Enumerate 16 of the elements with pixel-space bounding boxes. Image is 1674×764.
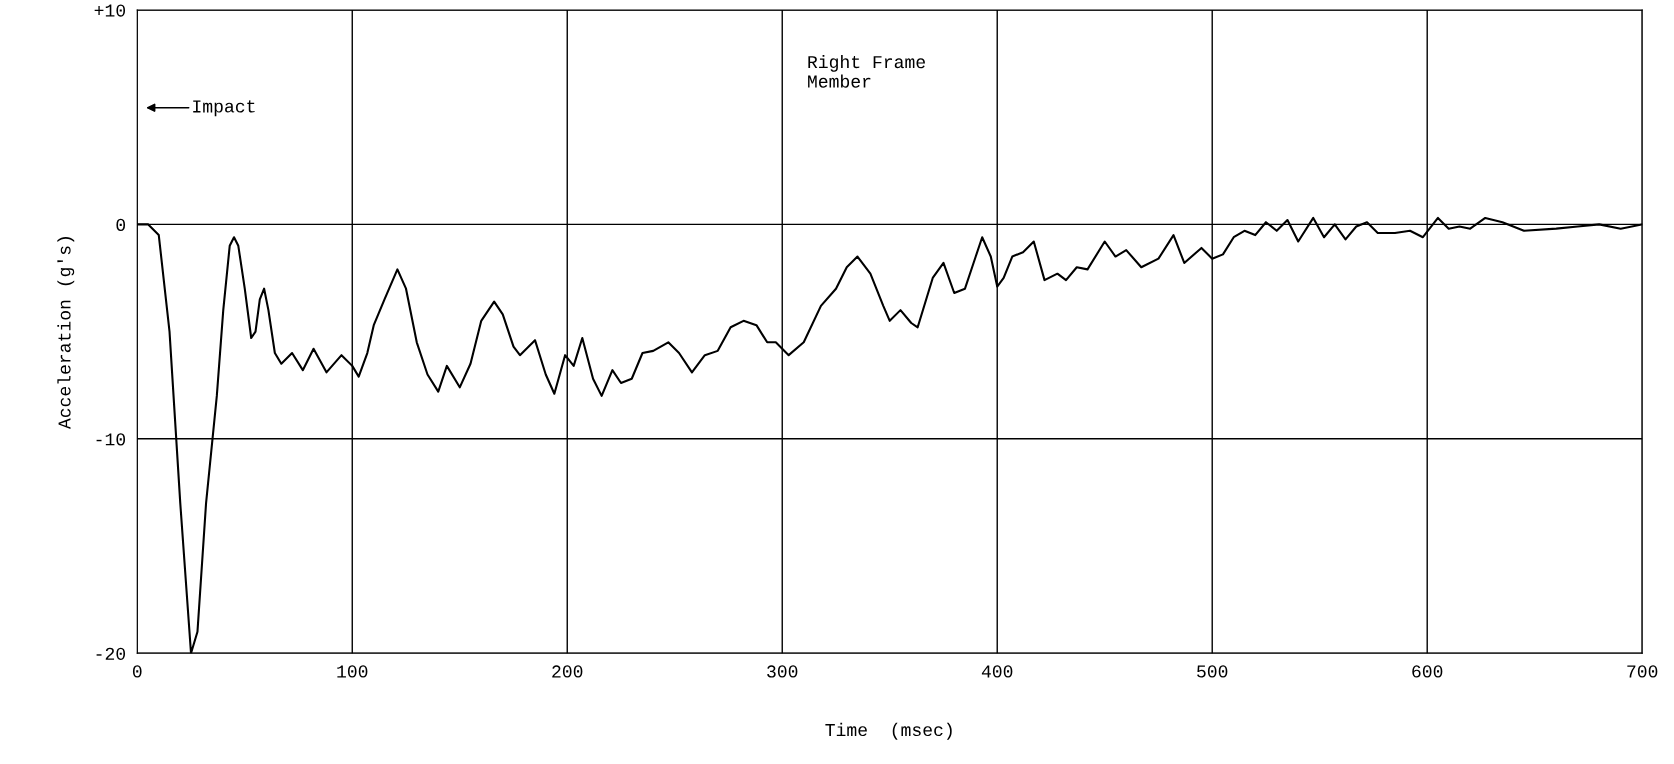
y-axis-title: Acceleration (g's) <box>57 237 75 430</box>
x-tick-label: 100 <box>337 665 368 678</box>
x-tick-label: 300 <box>767 665 798 678</box>
x-axis-title: Time (msec) <box>825 722 952 740</box>
y-tick-label: -20 <box>96 647 126 660</box>
annotation: Right Frame Member <box>808 54 925 88</box>
x-tick-label: 700 <box>1627 665 1658 678</box>
annotation: Impact <box>193 100 255 117</box>
x-tick-label: 400 <box>981 665 1013 678</box>
x-tick-label: 500 <box>1197 665 1228 678</box>
y-tick-label: +10 <box>94 4 126 17</box>
x-tick-label: 200 <box>552 665 583 678</box>
y-tick-label: 0 <box>116 218 126 232</box>
y-tick-label: -10 <box>96 433 126 446</box>
x-tick-label: 600 <box>1412 665 1443 678</box>
x-tick-label: 0 <box>132 665 142 678</box>
